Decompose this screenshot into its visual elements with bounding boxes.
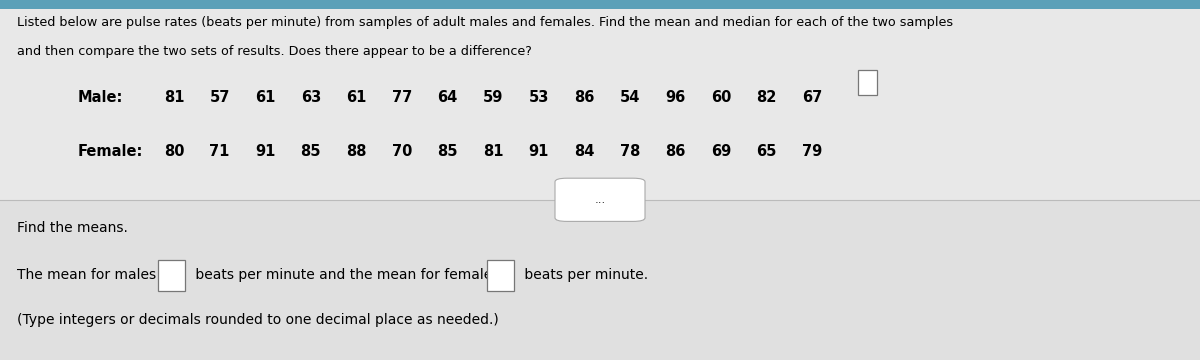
Text: 67: 67 [803, 90, 822, 105]
Text: 63: 63 [301, 90, 320, 105]
Text: 64: 64 [438, 90, 457, 105]
Text: (Type integers or decimals rounded to one decimal place as needed.): (Type integers or decimals rounded to on… [17, 313, 498, 327]
Text: Find the means.: Find the means. [17, 221, 127, 235]
Text: 60: 60 [712, 90, 731, 105]
Text: 71: 71 [210, 144, 229, 159]
Text: 81: 81 [482, 144, 504, 159]
Text: 79: 79 [803, 144, 822, 159]
Text: 80: 80 [163, 144, 185, 159]
Bar [158, 260, 185, 291]
Text: 85: 85 [300, 144, 322, 159]
Bar [487, 260, 514, 291]
Text: 91: 91 [256, 144, 275, 159]
Text: 96: 96 [666, 90, 685, 105]
Text: 59: 59 [484, 90, 503, 105]
Text: 82: 82 [757, 90, 776, 105]
Text: 57: 57 [210, 90, 229, 105]
Bar [0, 200, 1200, 360]
Text: Female:: Female: [78, 144, 143, 159]
Text: 54: 54 [620, 90, 640, 105]
Text: 78: 78 [620, 144, 640, 159]
Text: and then compare the two sets of results. Does there appear to be a difference?: and then compare the two sets of results… [17, 45, 532, 58]
Text: ...: ... [594, 193, 606, 206]
Text: 85: 85 [437, 144, 458, 159]
Text: beats per minute and the mean for females is: beats per minute and the mean for female… [191, 269, 520, 282]
Text: 84: 84 [575, 144, 594, 159]
Text: 88: 88 [346, 144, 367, 159]
Text: 61: 61 [256, 90, 275, 105]
Text: 91: 91 [529, 144, 548, 159]
Text: 53: 53 [529, 90, 548, 105]
Bar [0, 0, 1200, 9]
Bar [858, 70, 877, 95]
Text: 77: 77 [392, 90, 412, 105]
Bar [0, 9, 1200, 200]
Text: 65: 65 [757, 144, 776, 159]
Text: 61: 61 [347, 90, 366, 105]
Text: 81: 81 [163, 90, 185, 105]
FancyBboxPatch shape [554, 178, 646, 221]
Text: Male:: Male: [78, 90, 124, 105]
Text: The mean for males is: The mean for males is [17, 269, 175, 282]
Text: 70: 70 [392, 144, 412, 159]
Text: 86: 86 [575, 90, 594, 105]
Text: 69: 69 [712, 144, 731, 159]
Text: beats per minute.: beats per minute. [520, 269, 648, 282]
Text: Listed below are pulse rates (beats per minute) from samples of adult males and : Listed below are pulse rates (beats per … [17, 16, 953, 29]
Text: 86: 86 [666, 144, 685, 159]
